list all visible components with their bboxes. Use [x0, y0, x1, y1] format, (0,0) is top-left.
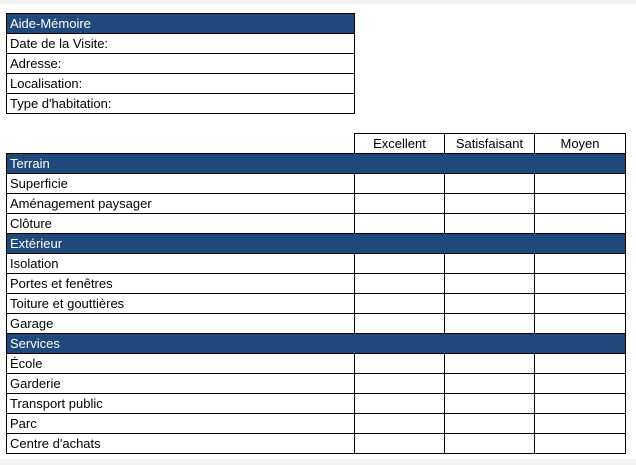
- column-header-excellent: Excellent: [354, 133, 445, 154]
- rating-cell-excellent[interactable]: [354, 433, 445, 454]
- rating-cell-moyen[interactable]: [534, 293, 626, 314]
- rating-cell-moyen[interactable]: [534, 373, 626, 394]
- rating-cell-moyen[interactable]: [534, 273, 626, 294]
- memo-field-address[interactable]: Adresse:: [6, 53, 355, 74]
- table-row: Portes et fenêtres: [6, 273, 626, 294]
- memo-row: Localisation:: [6, 73, 355, 94]
- memo-field-location[interactable]: Localisation:: [6, 73, 355, 94]
- section-header-row: Extérieur: [6, 233, 626, 254]
- column-header-row: Excellent Satisfaisant Moyen: [6, 133, 626, 154]
- rating-cell-excellent[interactable]: [354, 393, 445, 414]
- memo-row: Date de la Visite:: [6, 33, 355, 54]
- row-label: Superficie: [6, 173, 355, 194]
- rating-cell-excellent[interactable]: [354, 293, 445, 314]
- rating-cell-excellent[interactable]: [354, 253, 445, 274]
- rating-cell-moyen[interactable]: [534, 193, 626, 214]
- section-title: Terrain: [6, 153, 626, 174]
- rating-cell-satisfaisant[interactable]: [444, 393, 535, 414]
- rating-cell-satisfaisant[interactable]: [444, 293, 535, 314]
- rating-cell-excellent[interactable]: [354, 353, 445, 374]
- section-header-row: Services: [6, 333, 626, 354]
- row-label: École: [6, 353, 355, 374]
- memo-title: Aide-Mémoire: [6, 13, 355, 34]
- row-label: Parc: [6, 413, 355, 434]
- bottom-strip: [0, 459, 636, 465]
- table-row: Superficie: [6, 173, 626, 194]
- row-label: Aménagement paysager: [6, 193, 355, 214]
- memo-row: Adresse:: [6, 53, 355, 74]
- table-row: Isolation: [6, 253, 626, 274]
- rating-cell-satisfaisant[interactable]: [444, 193, 535, 214]
- table-row: Clôture: [6, 213, 626, 234]
- section-header-row: Terrain: [6, 153, 626, 174]
- rating-cell-moyen[interactable]: [534, 433, 626, 454]
- table-row: École: [6, 353, 626, 374]
- empty-corner: [6, 133, 355, 154]
- memo-field-date[interactable]: Date de la Visite:: [6, 33, 355, 54]
- table-row: Centre d'achats: [6, 433, 626, 454]
- rating-cell-moyen[interactable]: [534, 393, 626, 414]
- rating-cell-moyen[interactable]: [534, 213, 626, 234]
- rating-cell-satisfaisant[interactable]: [444, 353, 535, 374]
- table-row: Aménagement paysager: [6, 193, 626, 214]
- rating-cell-satisfaisant[interactable]: [444, 213, 535, 234]
- memo-header-row: Aide-Mémoire: [6, 13, 355, 34]
- row-label: Garderie: [6, 373, 355, 394]
- rating-cell-moyen[interactable]: [534, 413, 626, 434]
- table-row: Garage: [6, 313, 626, 334]
- rating-cell-excellent[interactable]: [354, 173, 445, 194]
- memo-field-housing-type[interactable]: Type d'habitation:: [6, 93, 355, 114]
- rating-cell-excellent[interactable]: [354, 213, 445, 234]
- row-label: Isolation: [6, 253, 355, 274]
- rating-cell-satisfaisant[interactable]: [444, 273, 535, 294]
- row-label: Clôture: [6, 213, 355, 234]
- section-title: Extérieur: [6, 233, 626, 254]
- aide-memoire-table: Aide-Mémoire Date de la Visite: Adresse:…: [6, 13, 355, 114]
- table-row: Garderie: [6, 373, 626, 394]
- rating-cell-moyen[interactable]: [534, 313, 626, 334]
- row-label: Transport public: [6, 393, 355, 414]
- rating-cell-excellent[interactable]: [354, 413, 445, 434]
- rating-cell-satisfaisant[interactable]: [444, 413, 535, 434]
- rating-cell-excellent[interactable]: [354, 313, 445, 334]
- rating-cell-excellent[interactable]: [354, 373, 445, 394]
- rating-cell-satisfaisant[interactable]: [444, 433, 535, 454]
- table-row: Parc: [6, 413, 626, 434]
- rating-cell-moyen[interactable]: [534, 173, 626, 194]
- column-header-satisfaisant: Satisfaisant: [444, 133, 535, 154]
- row-label: Centre d'achats: [6, 433, 355, 454]
- rating-cell-satisfaisant[interactable]: [444, 253, 535, 274]
- rating-cell-satisfaisant[interactable]: [444, 313, 535, 334]
- column-header-moyen: Moyen: [534, 133, 626, 154]
- rating-cell-moyen[interactable]: [534, 353, 626, 374]
- rating-cell-satisfaisant[interactable]: [444, 373, 535, 394]
- rating-cell-moyen[interactable]: [534, 253, 626, 274]
- table-row: Transport public: [6, 393, 626, 414]
- rating-cell-excellent[interactable]: [354, 193, 445, 214]
- table-row: Toiture et gouttières: [6, 293, 626, 314]
- evaluation-table: Excellent Satisfaisant Moyen Terrain Supe…: [6, 133, 626, 454]
- rating-cell-satisfaisant[interactable]: [444, 173, 535, 194]
- rating-cell-excellent[interactable]: [354, 273, 445, 294]
- row-label: Portes et fenêtres: [6, 273, 355, 294]
- top-strip: [0, 0, 636, 4]
- row-label: Garage: [6, 313, 355, 334]
- row-label: Toiture et gouttières: [6, 293, 355, 314]
- section-title: Services: [6, 333, 626, 354]
- memo-row: Type d'habitation:: [6, 93, 355, 114]
